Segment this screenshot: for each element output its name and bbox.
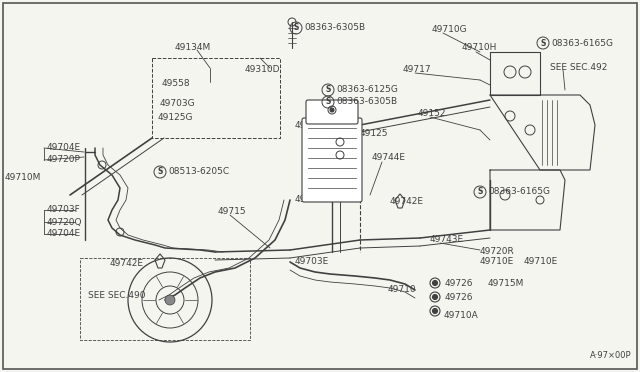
Text: 49703E: 49703E (295, 257, 329, 266)
Text: 49125: 49125 (360, 129, 388, 138)
Text: 49703E: 49703E (295, 196, 329, 205)
Text: S: S (477, 187, 483, 196)
Text: 49743E: 49743E (430, 235, 464, 244)
FancyBboxPatch shape (306, 100, 358, 124)
Text: 49125G: 49125G (158, 113, 193, 122)
Text: S: S (293, 23, 299, 32)
Circle shape (433, 308, 438, 314)
Text: 49703F: 49703F (47, 205, 81, 215)
Text: SEE SEC.490: SEE SEC.490 (88, 291, 145, 299)
Text: 49710: 49710 (388, 285, 417, 295)
Text: 49181: 49181 (295, 122, 324, 131)
Text: 49310D: 49310D (245, 65, 280, 74)
Text: 08363-6125G: 08363-6125G (336, 86, 398, 94)
Text: 49720R: 49720R (480, 247, 515, 257)
Text: 49558: 49558 (162, 80, 191, 89)
Text: 49710E: 49710E (524, 257, 558, 266)
Circle shape (330, 108, 334, 112)
Text: 08363-6305B: 08363-6305B (304, 23, 365, 32)
Text: 49710M: 49710M (5, 173, 42, 183)
Circle shape (433, 295, 438, 299)
Text: 49152: 49152 (418, 109, 447, 119)
Text: 49703G: 49703G (160, 99, 196, 108)
Text: 08363-6165G: 08363-6165G (488, 187, 550, 196)
Text: 49720P: 49720P (47, 155, 81, 164)
FancyBboxPatch shape (302, 118, 362, 202)
Text: 49710A: 49710A (444, 311, 479, 320)
Text: 49726: 49726 (445, 292, 474, 301)
Text: SEE SEC.492: SEE SEC.492 (550, 64, 607, 73)
Text: 49710G: 49710G (432, 26, 468, 35)
Text: 49710E: 49710E (480, 257, 515, 266)
Text: S: S (157, 167, 163, 176)
Text: S: S (325, 86, 331, 94)
Circle shape (433, 280, 438, 285)
Text: 49134M: 49134M (175, 42, 211, 51)
Text: 49704E: 49704E (47, 144, 81, 153)
Text: S: S (540, 38, 546, 48)
Text: 49710H: 49710H (462, 44, 497, 52)
Circle shape (165, 295, 175, 305)
Text: 49717: 49717 (403, 65, 431, 74)
Text: 49715: 49715 (218, 208, 246, 217)
Text: 49711M: 49711M (316, 108, 353, 116)
Text: 49704E: 49704E (47, 230, 81, 238)
Text: S: S (325, 97, 331, 106)
Text: 08363-6165G: 08363-6165G (551, 38, 613, 48)
Text: 08363-6305B: 08363-6305B (336, 97, 397, 106)
Text: 49744E: 49744E (372, 154, 406, 163)
Text: 49715M: 49715M (488, 279, 524, 288)
Text: 49720Q: 49720Q (47, 218, 83, 227)
Text: 49726: 49726 (445, 279, 474, 288)
Text: A·97×00P: A·97×00P (590, 350, 632, 359)
Text: 08513-6205C: 08513-6205C (168, 167, 229, 176)
Text: 49742E: 49742E (110, 260, 144, 269)
Text: 49742E: 49742E (390, 198, 424, 206)
